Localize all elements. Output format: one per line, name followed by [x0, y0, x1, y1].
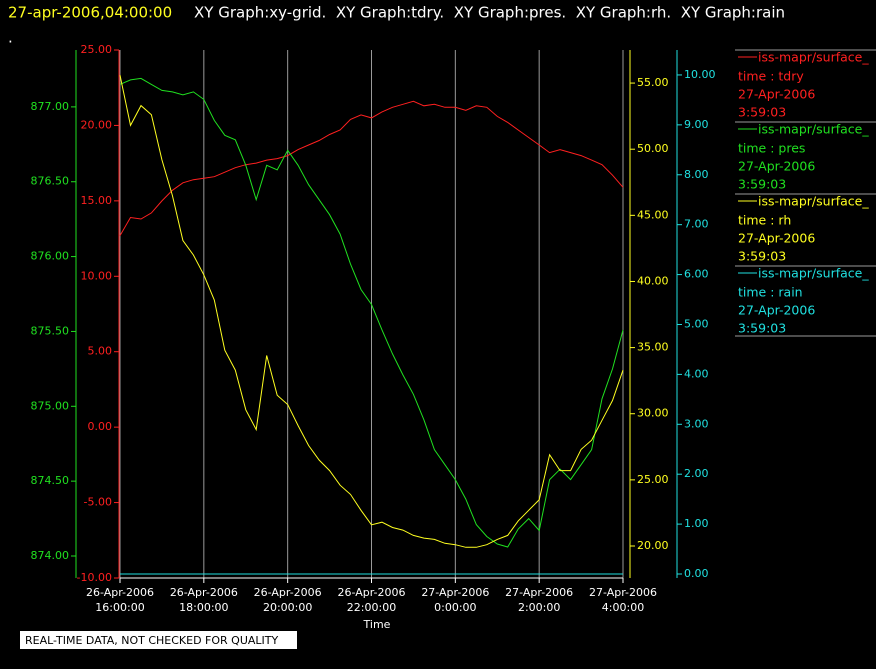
y-tick-label: 7.00	[684, 218, 709, 231]
y-tick-label: 8.00	[684, 168, 709, 181]
footer-box	[20, 631, 297, 649]
y-tick-label: 4.00	[684, 367, 709, 380]
x-tick-label: 26-Apr-2006	[170, 586, 238, 599]
x-tick-label: 4:00:00	[602, 601, 644, 614]
x-tick-label: 2:00:00	[518, 601, 560, 614]
x-tick-label: 0:00:00	[434, 601, 476, 614]
x-tick-label: 27-Apr-2006	[505, 586, 573, 599]
y-tick-label: 20.00	[81, 118, 113, 131]
legend-time: 3:59:03	[738, 321, 786, 336]
legend-date: 27-Apr-2006	[738, 231, 815, 246]
x-tick-label: 26-Apr-2006	[337, 586, 405, 599]
y-tick-label: -5.00	[84, 496, 112, 509]
series-line	[119, 77, 624, 548]
x-tick-label: 20:00:00	[263, 601, 312, 614]
y-tick-label: 9.00	[684, 118, 709, 131]
y-tick-label: 55.00	[637, 76, 669, 89]
legend-time: 3:59:03	[738, 249, 786, 264]
y-tick-label: -10.00	[77, 571, 112, 584]
y-tick-label: 50.00	[637, 142, 669, 155]
legend-label: time : pres	[738, 141, 805, 156]
y-tick-label: 875.50	[31, 324, 70, 337]
x-tick-label: 26-Apr-2006	[254, 586, 322, 599]
y-tick-label: 10.00	[684, 68, 716, 81]
footer-text: REAL-TIME DATA, NOT CHECKED FOR QUALITY	[25, 634, 279, 647]
y-tick-label: 3.00	[684, 417, 709, 430]
y-tick-label: 1.00	[684, 517, 709, 530]
legend-name: iss-mapr/surface_	[758, 50, 869, 65]
x-tick-label: 16:00:00	[95, 601, 144, 614]
legend-date: 27-Apr-2006	[738, 303, 815, 318]
legend-name: iss-mapr/surface_	[758, 122, 869, 137]
legend-name: iss-mapr/surface_	[758, 266, 869, 281]
legend: iss-mapr/surface_time : tdry27-Apr-20063…	[735, 49, 876, 337]
x-tick-label: 22:00:00	[347, 601, 396, 614]
legend-name: iss-mapr/surface_	[758, 194, 869, 209]
y-tick-label: 25.00	[637, 473, 669, 486]
legend-time: 3:59:03	[738, 105, 786, 120]
chart-title: 27-apr-2006,04:00:00	[8, 4, 172, 22]
x-tick-label: 26-Apr-2006	[86, 586, 154, 599]
y-tick-label: 25.00	[81, 43, 113, 56]
y-tick-label: 10.00	[81, 269, 113, 282]
legend-date: 27-Apr-2006	[738, 159, 815, 174]
legend-label: time : tdry	[738, 69, 804, 84]
y-tick-label: 2.00	[684, 467, 709, 480]
x-tick-label: 27-Apr-2006	[589, 586, 657, 599]
y-tick-label: 0.00	[684, 567, 709, 580]
legend-date: 27-Apr-2006	[738, 87, 815, 102]
y-tick-label: 20.00	[637, 539, 669, 552]
y-tick-label: 30.00	[637, 407, 669, 420]
y-tick-label: 876.50	[31, 175, 70, 188]
series-line	[119, 100, 624, 236]
y-tick-label: 45.00	[637, 208, 669, 221]
y-tick-label: 5.00	[684, 317, 709, 330]
y-tick-label: 40.00	[637, 274, 669, 287]
y-tick-label: 874.50	[31, 474, 70, 487]
y-tick-label: 875.00	[31, 399, 70, 412]
y-tick-label: 877.00	[31, 100, 70, 113]
y-tick-label: 35.00	[637, 341, 669, 354]
x-tick-label: 27-Apr-2006	[421, 586, 489, 599]
y-tick-label: 15.00	[81, 194, 113, 207]
y-tick-label: 876.00	[31, 250, 70, 263]
y-tick-label: 6.00	[684, 268, 709, 281]
chart-subtitle: XY Graph:xy-grid. XY Graph:tdry. XY Grap…	[194, 4, 785, 22]
x-tick-label: 18:00:00	[179, 601, 228, 614]
y-tick-label: 874.00	[31, 549, 70, 562]
legend-label: time : rh	[738, 213, 791, 228]
y-tick-label: 0.00	[88, 420, 113, 433]
legend-label: time : rain	[738, 285, 803, 300]
legend-time: 3:59:03	[738, 177, 786, 192]
marker-text: .	[8, 29, 13, 47]
x-axis-label: Time	[363, 618, 391, 631]
series-line	[119, 74, 624, 548]
y-tick-label: 5.00	[88, 345, 113, 358]
